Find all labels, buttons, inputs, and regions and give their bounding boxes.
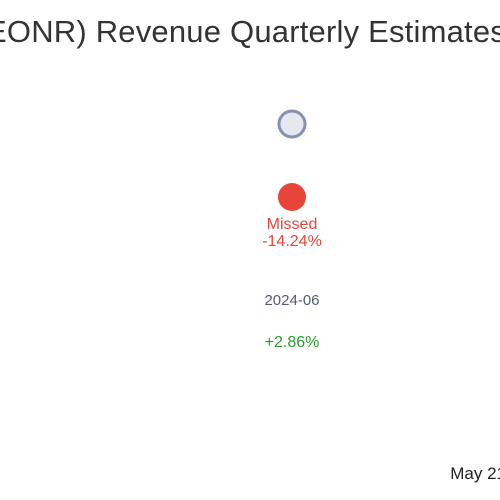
status-text: Missed [266,216,318,233]
footer-date: May 21 [450,464,500,483]
surprise-percent: -14.24% [262,233,322,250]
chart-title: EONR) Revenue Quarterly Estimates [0,14,500,49]
actual-marker [278,183,306,211]
yoy-change-label: +2.86% [264,334,320,351]
estimate-marker [277,109,307,139]
period-label: 2024-06 [264,292,320,309]
surprise-status-label: Missed -14.24% [262,216,322,250]
